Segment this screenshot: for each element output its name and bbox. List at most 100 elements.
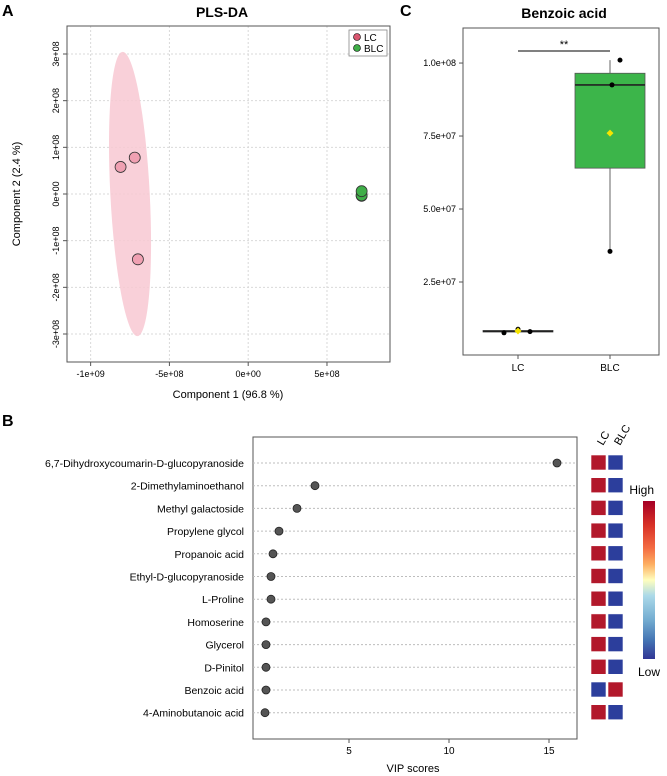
- vip-x-tick-label: 10: [443, 746, 455, 757]
- legend-lc-marker: [353, 33, 361, 41]
- vip-x-axis-label: VIP scores: [387, 763, 440, 775]
- vip-point: [261, 640, 271, 649]
- panel-label-b: B: [2, 413, 14, 430]
- box-point: [527, 329, 533, 335]
- box-x-tick-label: BLC: [600, 363, 619, 374]
- box-point: [607, 248, 613, 254]
- heat-cell-lc: [590, 681, 607, 698]
- pls-da-x-axis-label: Component 1 (96.8 %): [173, 389, 284, 401]
- pls-da-chart: PLS-DA -1e+09 -5e+08 0e+00 5e+08 3e+08 2e+08 1…: [11, 4, 391, 401]
- heat-cell-blc: [607, 658, 624, 675]
- vip-x-tick-label: 15: [543, 746, 555, 757]
- heat-cell-blc: [607, 522, 624, 539]
- box-y-tick-label: 5.0e+07: [423, 204, 456, 214]
- vip-point: [261, 662, 271, 672]
- vip-point: [266, 572, 276, 581]
- heat-cell-blc: [607, 568, 624, 584]
- vip-point: [266, 594, 276, 604]
- vip-feature-label: L-Proline: [202, 594, 244, 606]
- legend-blc-marker: [353, 44, 361, 52]
- pls-point-lc: [132, 253, 144, 266]
- vip-point: [260, 708, 270, 718]
- pls-da-title: PLS-DA: [196, 4, 248, 20]
- vip-feature-label: Propylene glycol: [167, 526, 244, 538]
- benzoic-acid-chart: Benzoic acid 2.5e+07 5.0e+07 7.5e+07 1.0e+0…: [423, 5, 660, 374]
- vip-point: [261, 617, 271, 627]
- box-mean-marker: [606, 129, 614, 137]
- vip-scores-chart: 6,7-Dihydroxycoumarin-D-glucopyranoside 2…: [45, 423, 660, 775]
- box-blc: [574, 72, 646, 169]
- box-x-tick-label: LC: [512, 363, 525, 374]
- pls-y-tick-label: -3e+08: [51, 320, 61, 348]
- pls-y-tick-label: 1e+08: [51, 135, 61, 160]
- vip-feature-label: Benzoic acid: [184, 685, 244, 697]
- significance-label: **: [560, 39, 569, 51]
- vip-feature-label: 2-Dimethylaminoethanol: [131, 481, 244, 493]
- vip-point: [552, 458, 562, 468]
- pls-x-tick-label: 0e+00: [236, 369, 261, 379]
- box-y-tick-label: 7.5e+07: [423, 131, 456, 141]
- heat-cell-lc: [590, 658, 607, 675]
- heat-cell-lc: [590, 500, 607, 516]
- pls-x-tick-label: -5e+08: [155, 369, 183, 379]
- heat-cell-blc: [607, 636, 624, 652]
- heat-cell-blc: [607, 500, 624, 516]
- vip-point: [274, 526, 284, 536]
- heat-cell-lc: [590, 568, 607, 584]
- vip-plot-frame: [252, 436, 578, 740]
- heat-legend-high: High: [629, 483, 654, 497]
- heat-cell-blc: [607, 477, 624, 494]
- vip-feature-label: Homoserine: [187, 617, 244, 629]
- boxplot-plot-frame: [462, 27, 660, 356]
- pls-x-tick-label: -1e+09: [76, 369, 104, 379]
- legend-lc-label: LC: [364, 33, 377, 44]
- heat-cell-blc: [607, 590, 624, 607]
- heat-cell-blc: [607, 613, 624, 630]
- vip-point: [292, 503, 302, 513]
- pls-y-tick-label: 2e+08: [51, 88, 61, 113]
- boxplot-title: Benzoic acid: [521, 5, 607, 21]
- heat-cell-blc: [607, 681, 624, 698]
- box-y-tick-label: 2.5e+07: [423, 277, 456, 287]
- vip-feature-label: 4-Aminobutanoic acid: [143, 708, 244, 720]
- vip-feature-label: D-Pinitol: [204, 662, 244, 674]
- box-y-tick-label: 1.0e+08: [423, 58, 456, 68]
- box-mean-marker: [514, 327, 522, 335]
- heat-legend-gradient: [643, 501, 655, 659]
- heat-cell-blc: [607, 545, 624, 562]
- pls-y-tick-label: -1e+08: [51, 227, 61, 255]
- heat-cell-blc: [607, 454, 624, 471]
- pls-y-tick-label: 0e+00: [51, 181, 61, 206]
- pls-y-tick-label: -2e+08: [51, 273, 61, 301]
- heat-cell-lc: [590, 545, 607, 562]
- heat-color-legend: High Low: [629, 483, 660, 679]
- heatmap-column-lc: LC: [595, 429, 612, 447]
- pls-x-tick-label: 5e+08: [314, 369, 339, 379]
- vip-feature-label: Propanoic acid: [175, 549, 245, 561]
- pls-point-lc: [128, 151, 141, 164]
- heat-cell-lc: [590, 477, 607, 494]
- vip-feature-label: Glycerol: [205, 640, 244, 652]
- heat-cell-lc: [590, 704, 607, 721]
- heat-legend-low: Low: [638, 665, 660, 679]
- panel-label-c: C: [400, 3, 412, 20]
- box-point: [501, 330, 507, 336]
- vip-feature-label: 6,7-Dihydroxycoumarin-D-glucopyranoside: [45, 458, 244, 470]
- pls-y-tick-label: 3e+08: [51, 41, 61, 66]
- heat-cell-lc: [590, 454, 607, 471]
- panel-label-a: A: [2, 3, 14, 20]
- vip-x-tick-label: 5: [346, 746, 352, 757]
- vip-feature-label: Methyl galactoside: [157, 503, 244, 515]
- box-point: [617, 57, 623, 63]
- heatmap-column-blc: BLC: [612, 423, 633, 448]
- heat-cell-lc: [590, 590, 607, 607]
- pls-point-blc: [355, 185, 368, 198]
- vip-point: [261, 685, 271, 695]
- legend-blc-label: BLC: [364, 44, 383, 55]
- lc-confidence-ellipse: [108, 51, 152, 337]
- pls-da-legend: LC BLC: [348, 29, 388, 57]
- heat-cell-lc: [590, 636, 607, 652]
- pls-da-y-axis-label: Component 2 (2.4 %): [11, 142, 23, 247]
- vip-feature-label: Ethyl-D-glucopyranoside: [130, 572, 245, 584]
